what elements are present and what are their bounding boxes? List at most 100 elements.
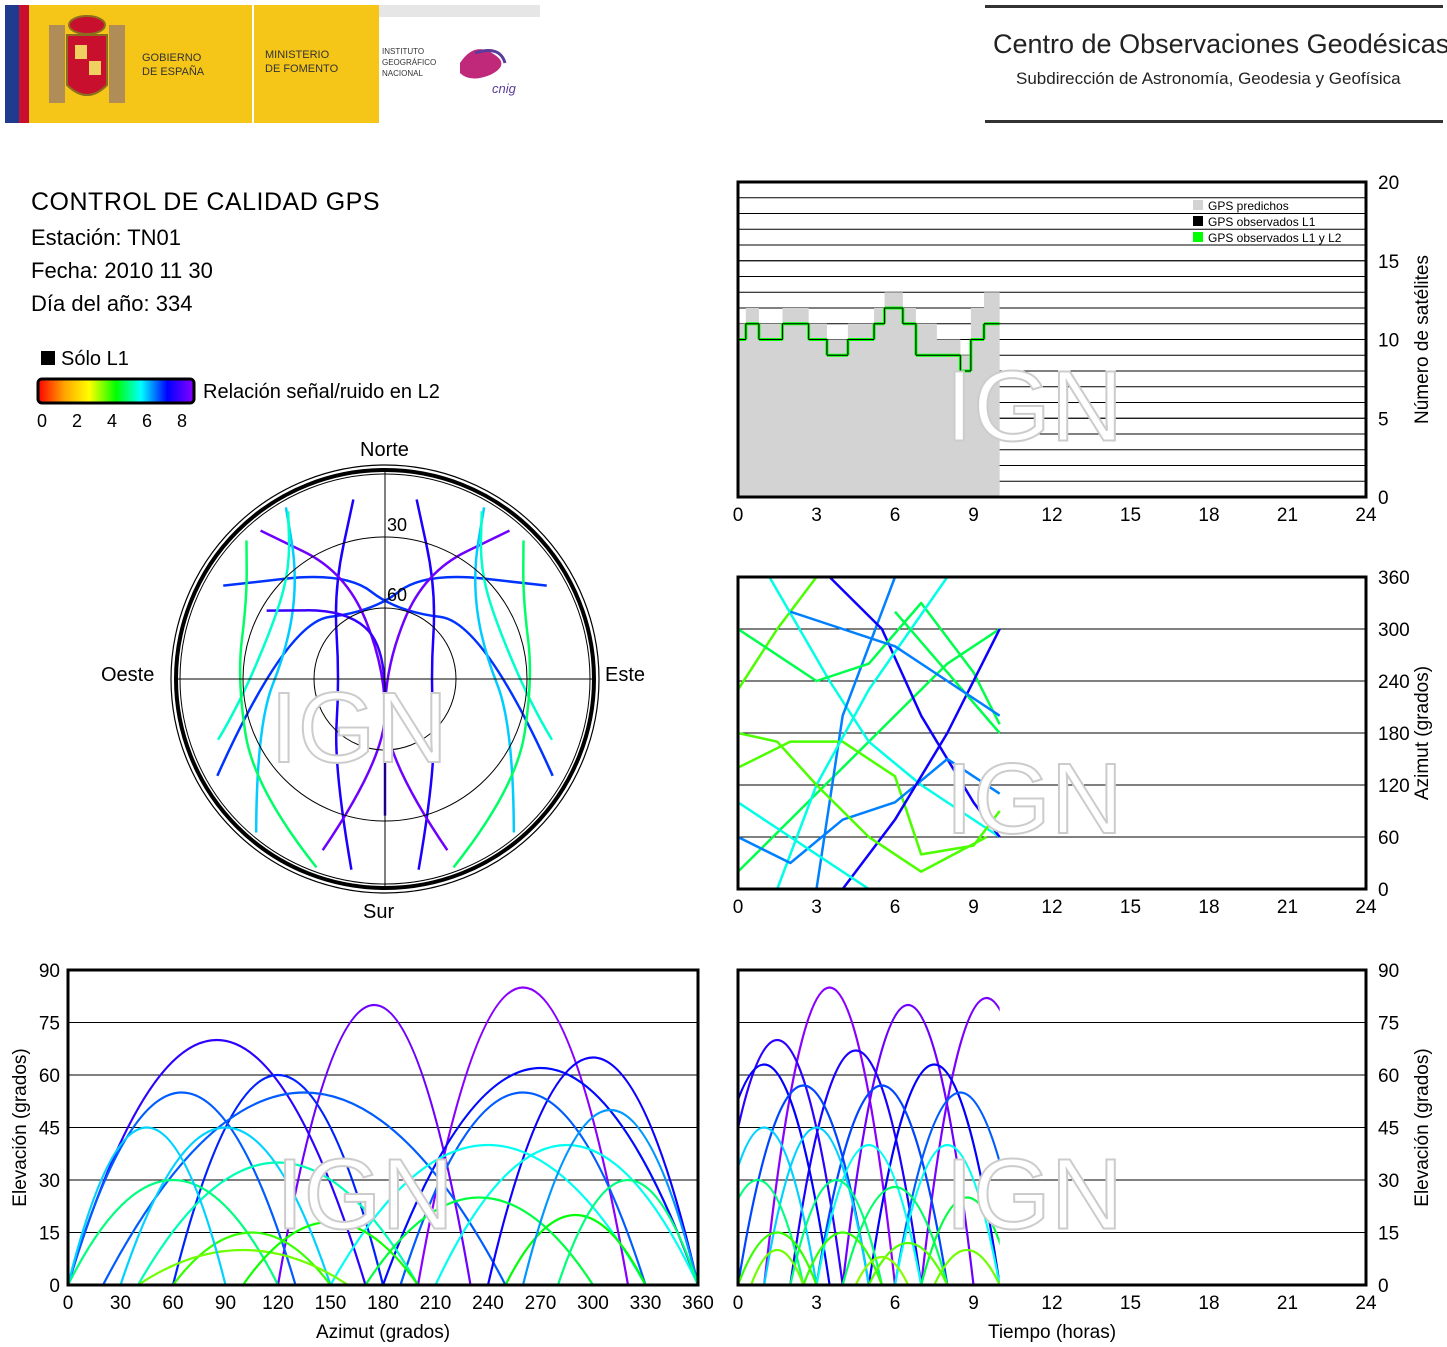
x-tick-label: 360 — [682, 1293, 714, 1314]
elevation-track — [434, 1144, 699, 1286]
legend-swatch — [1193, 200, 1203, 210]
elevation-time-track — [893, 1144, 1000, 1285]
azimuth-track — [789, 610, 1001, 717]
x-tick-label: 3 — [811, 505, 822, 526]
sky-track — [216, 511, 291, 741]
coat-of-arms-icon — [49, 15, 125, 103]
x-tick-label: 6 — [890, 897, 901, 918]
y-tick-label: 60 — [39, 1066, 60, 1087]
elevation-track — [521, 1108, 700, 1286]
plot-frame — [736, 575, 1368, 891]
elevation-track — [381, 1067, 700, 1286]
y-tick-label: 360 — [1378, 568, 1410, 589]
date-label: Fecha: 2010 11 30 — [31, 258, 213, 283]
satellite-count-chart: GPS predichos GPS observados L1 GPS observ… — [733, 173, 1433, 526]
elevation-track — [364, 1196, 594, 1286]
y-tick-label: 90 — [1378, 961, 1399, 982]
azimuth-track — [737, 757, 1001, 865]
y-tick-label: 30 — [39, 1171, 60, 1192]
azimuth-track — [894, 610, 1001, 734]
elevation-track — [67, 1178, 279, 1286]
doy-label: Día del año: 334 — [31, 291, 193, 316]
watermark: IGN — [945, 1138, 1123, 1250]
watermark: IGN — [945, 743, 1123, 855]
x-tick-label: 24 — [1355, 1293, 1377, 1314]
ring-label-60: 60 — [387, 585, 407, 605]
ign-line1: INSTITUTO — [382, 47, 424, 56]
snr-tick-label: 2 — [72, 411, 82, 431]
elevation-track — [137, 1161, 419, 1286]
azimuth-tracks — [736, 576, 1001, 891]
y-tick-label: 10 — [1378, 331, 1399, 352]
x-tick-label: 18 — [1198, 1293, 1219, 1314]
elevation-time-track — [789, 1178, 883, 1285]
x-tick-label: 180 — [367, 1293, 399, 1314]
azimuth-track — [737, 801, 870, 891]
elevation-track — [399, 1091, 647, 1286]
sky-track — [479, 511, 554, 741]
y-tick-label: 300 — [1378, 620, 1410, 641]
x-tick-label: 240 — [472, 1293, 504, 1314]
elevation-track — [119, 1126, 332, 1286]
y-tick-label: 0 — [1378, 880, 1389, 901]
only-l1-swatch — [41, 351, 55, 365]
elevation-time-track — [854, 1255, 910, 1285]
min-line2: DE FOMENTO — [265, 63, 339, 75]
elevation-time-track — [738, 1126, 818, 1285]
x-tick-label: 0 — [733, 1293, 744, 1314]
y-tick-label: 180 — [1378, 724, 1410, 745]
info-block: CONTROL DE CALIDAD GPS Estación: TN01 Fe… — [31, 188, 380, 317]
x-tick-label: 18 — [1198, 505, 1219, 526]
azimuth-track — [737, 740, 1001, 856]
y-tick-label: 120 — [1378, 776, 1410, 797]
elevation-track — [66, 1126, 227, 1286]
ign-line3: NACIONAL — [382, 69, 423, 78]
x-tick-label: 12 — [1041, 897, 1062, 918]
header-logos: GOBIERNO DE ESPAÑA MINISTERIO DE FOMENTO… — [5, 5, 540, 123]
x-tick-label: 12 — [1041, 505, 1062, 526]
x-tick-label: 9 — [968, 897, 979, 918]
y-axis-label: Elevación (grados) — [10, 1048, 31, 1206]
ign-line2: GEOGRÁFICO — [382, 58, 436, 67]
elevation-track — [66, 1091, 297, 1286]
ring-label-30: 30 — [387, 515, 407, 535]
gov-line1: GOBIERNO — [142, 52, 202, 64]
legend-swatch — [1193, 216, 1203, 226]
elevation-time-track — [815, 1144, 923, 1285]
x-tick-label: 300 — [577, 1293, 609, 1314]
y-tick-label: 60 — [1378, 1066, 1399, 1087]
x-axis-label: Azimut (grados) — [316, 1322, 450, 1343]
cnig-logo-icon: cnig — [460, 49, 517, 96]
plot-frame — [66, 968, 700, 1287]
elevation-time-track — [815, 1084, 949, 1285]
header-title-block: Centro de Observaciones Geodésicas Subdi… — [985, 5, 1447, 123]
snr-tick-label: 6 — [142, 411, 152, 431]
elevation-time-track — [933, 1248, 1000, 1285]
x-tick-label: 9 — [968, 1293, 979, 1314]
elevation-track — [102, 1091, 507, 1286]
elevation-track — [416, 986, 630, 1286]
y-axis-label: Azimut (grados) — [1412, 666, 1433, 800]
y-tick-label: 90 — [39, 961, 60, 982]
y-tick-label: 0 — [1378, 1276, 1389, 1297]
y-tick-label: 30 — [1378, 1171, 1399, 1192]
x-axis-label: Tiempo (horas) — [988, 1322, 1116, 1343]
cnig-text: cnig — [492, 81, 517, 96]
legend-label: GPS predichos — [1208, 199, 1289, 213]
elevation-azimuth-chart: IGN 0 30 60 90 120 150 180 210 240 270 300 330 360 0 15… — [10, 961, 714, 1343]
east-label: Este — [605, 664, 645, 686]
x-tick-label: 60 — [162, 1293, 183, 1314]
elevation-time-track — [920, 1196, 1000, 1285]
x-tick-label: 210 — [420, 1293, 452, 1314]
elevation-track — [137, 1248, 349, 1286]
sky-track — [474, 507, 516, 833]
elevation-time-track — [750, 1249, 805, 1285]
center-subtitle: Subdirección de Astronomía, Geodesia y G… — [1016, 69, 1401, 88]
x-tick-label: 90 — [215, 1293, 236, 1314]
y-tick-label: 0 — [49, 1276, 60, 1297]
snr-label: Relación señal/ruido en L2 — [203, 381, 440, 403]
x-tick-label: 21 — [1277, 1293, 1298, 1314]
sky-track — [260, 529, 449, 851]
elevation-time-track — [738, 1039, 844, 1285]
